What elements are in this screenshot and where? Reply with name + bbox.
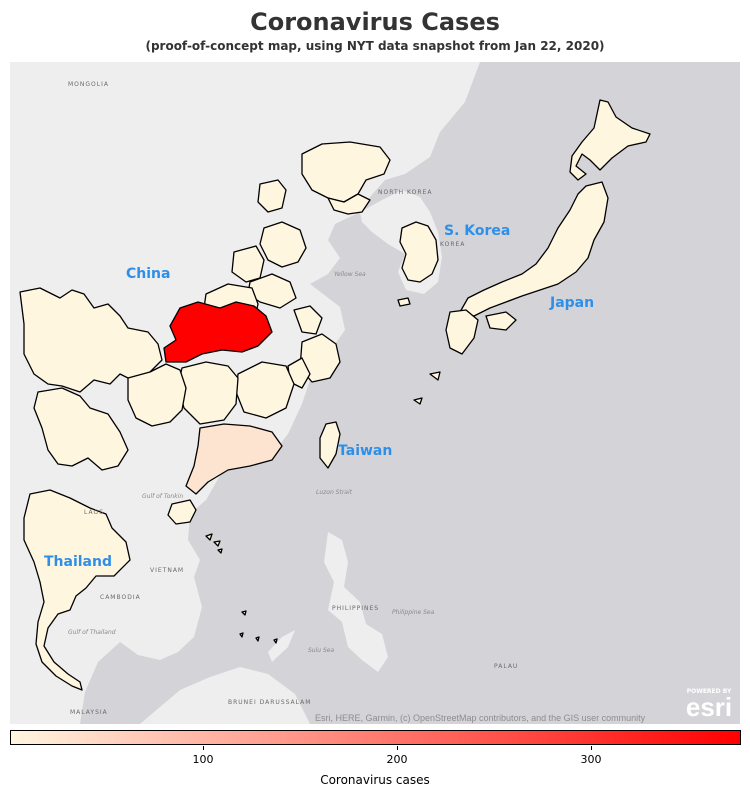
map-attribution: Esri, HERE, Garmin, (c) OpenStreetMap co… bbox=[315, 713, 646, 723]
basemap-label-malaysia: MALAYSIA bbox=[70, 709, 108, 716]
province-yunnan bbox=[33, 387, 129, 471]
esri-powered-by: POWERED BY bbox=[686, 688, 732, 695]
japan-ryukyu-1 bbox=[429, 371, 441, 381]
legend-tick bbox=[203, 746, 204, 750]
province-guangdong[interactable] bbox=[185, 423, 283, 495]
province-jiangxi bbox=[235, 361, 295, 419]
label-japan: Japan bbox=[549, 295, 594, 311]
japan-ryukyu-2 bbox=[413, 397, 423, 405]
basemap-label-mongolia: MONGOLIA bbox=[68, 81, 109, 88]
map-subtitle: (proof-of-concept map, using NYT data sn… bbox=[145, 39, 605, 53]
basemap-label-philippines: PHILIPPINES bbox=[332, 605, 379, 612]
japan-honshu[interactable] bbox=[459, 181, 609, 317]
thailand[interactable] bbox=[23, 489, 131, 691]
label-taiwan: Taiwan bbox=[338, 443, 392, 459]
paracel-islands bbox=[205, 533, 223, 554]
map-title: Coronavirus Cases bbox=[250, 8, 500, 36]
basemap-label-cambodia: CAMBODIA bbox=[100, 594, 141, 601]
map-view[interactable]: MONGOLIA NORTH KOREA KOREA Yellow Sea LA… bbox=[10, 62, 740, 724]
legend-tick-label: 200 bbox=[386, 753, 408, 766]
basemap-label-luzon-strait: Luzon Strait bbox=[316, 489, 353, 496]
legend-tick bbox=[591, 746, 592, 750]
basemap-label-philippine-sea: Philippine Sea bbox=[392, 609, 435, 616]
legend-title: Coronavirus cases bbox=[320, 773, 430, 787]
korea-jeju bbox=[397, 297, 411, 307]
legend-tick-label: 100 bbox=[192, 753, 214, 766]
province-shandong bbox=[293, 305, 323, 335]
basemap-label-gulf-thailand: Gulf of Thailand bbox=[68, 629, 116, 636]
province-guangxi bbox=[127, 363, 187, 427]
province-jilin bbox=[327, 193, 371, 215]
basemap-label-north-korea: NORTH KOREA bbox=[378, 189, 432, 196]
esri-logo: POWERED BY esri bbox=[678, 688, 740, 724]
province-inner-mongolia-east bbox=[257, 179, 287, 213]
esri-wordmark: esri bbox=[685, 692, 733, 722]
hainan-island bbox=[167, 499, 197, 525]
philippines bbox=[324, 532, 388, 672]
south-korea[interactable] bbox=[399, 221, 439, 283]
japan-shikoku[interactable] bbox=[485, 311, 517, 331]
basemap-label-sulu-sea: Sulu Sea bbox=[308, 647, 334, 654]
taiwan[interactable] bbox=[319, 421, 341, 469]
japan-hokkaido[interactable] bbox=[569, 99, 651, 181]
label-south-korea: S. Korea bbox=[444, 223, 510, 239]
japan-kyushu[interactable] bbox=[445, 309, 479, 355]
province-hubei[interactable] bbox=[163, 301, 273, 363]
palawan bbox=[268, 630, 295, 662]
province-heilongjiang bbox=[301, 141, 391, 203]
legend-color-ramp bbox=[10, 730, 741, 745]
label-china: China bbox=[126, 266, 170, 282]
borneo bbox=[140, 667, 310, 724]
basemap-label-laos: LAOS bbox=[84, 509, 104, 516]
province-sichuan bbox=[19, 287, 163, 393]
spratly-islands bbox=[239, 610, 278, 644]
label-thailand: Thailand bbox=[44, 554, 112, 570]
basemap-label-korea: KOREA bbox=[440, 241, 465, 248]
legend-tick-label: 300 bbox=[580, 753, 602, 766]
province-hebei bbox=[259, 221, 307, 268]
basemap-label-yellow-sea: Yellow Sea bbox=[334, 271, 366, 278]
basemap-label-vietnam: VIETNAM bbox=[150, 567, 184, 574]
basemap-label-gulf-tonkin: Gulf of Tonkin bbox=[142, 493, 183, 500]
basemap-label-brunei: BRUNEI DARUSSALAM bbox=[228, 699, 311, 706]
legend-tick bbox=[397, 746, 398, 750]
basemap-label-palau: PALAU bbox=[494, 663, 518, 670]
